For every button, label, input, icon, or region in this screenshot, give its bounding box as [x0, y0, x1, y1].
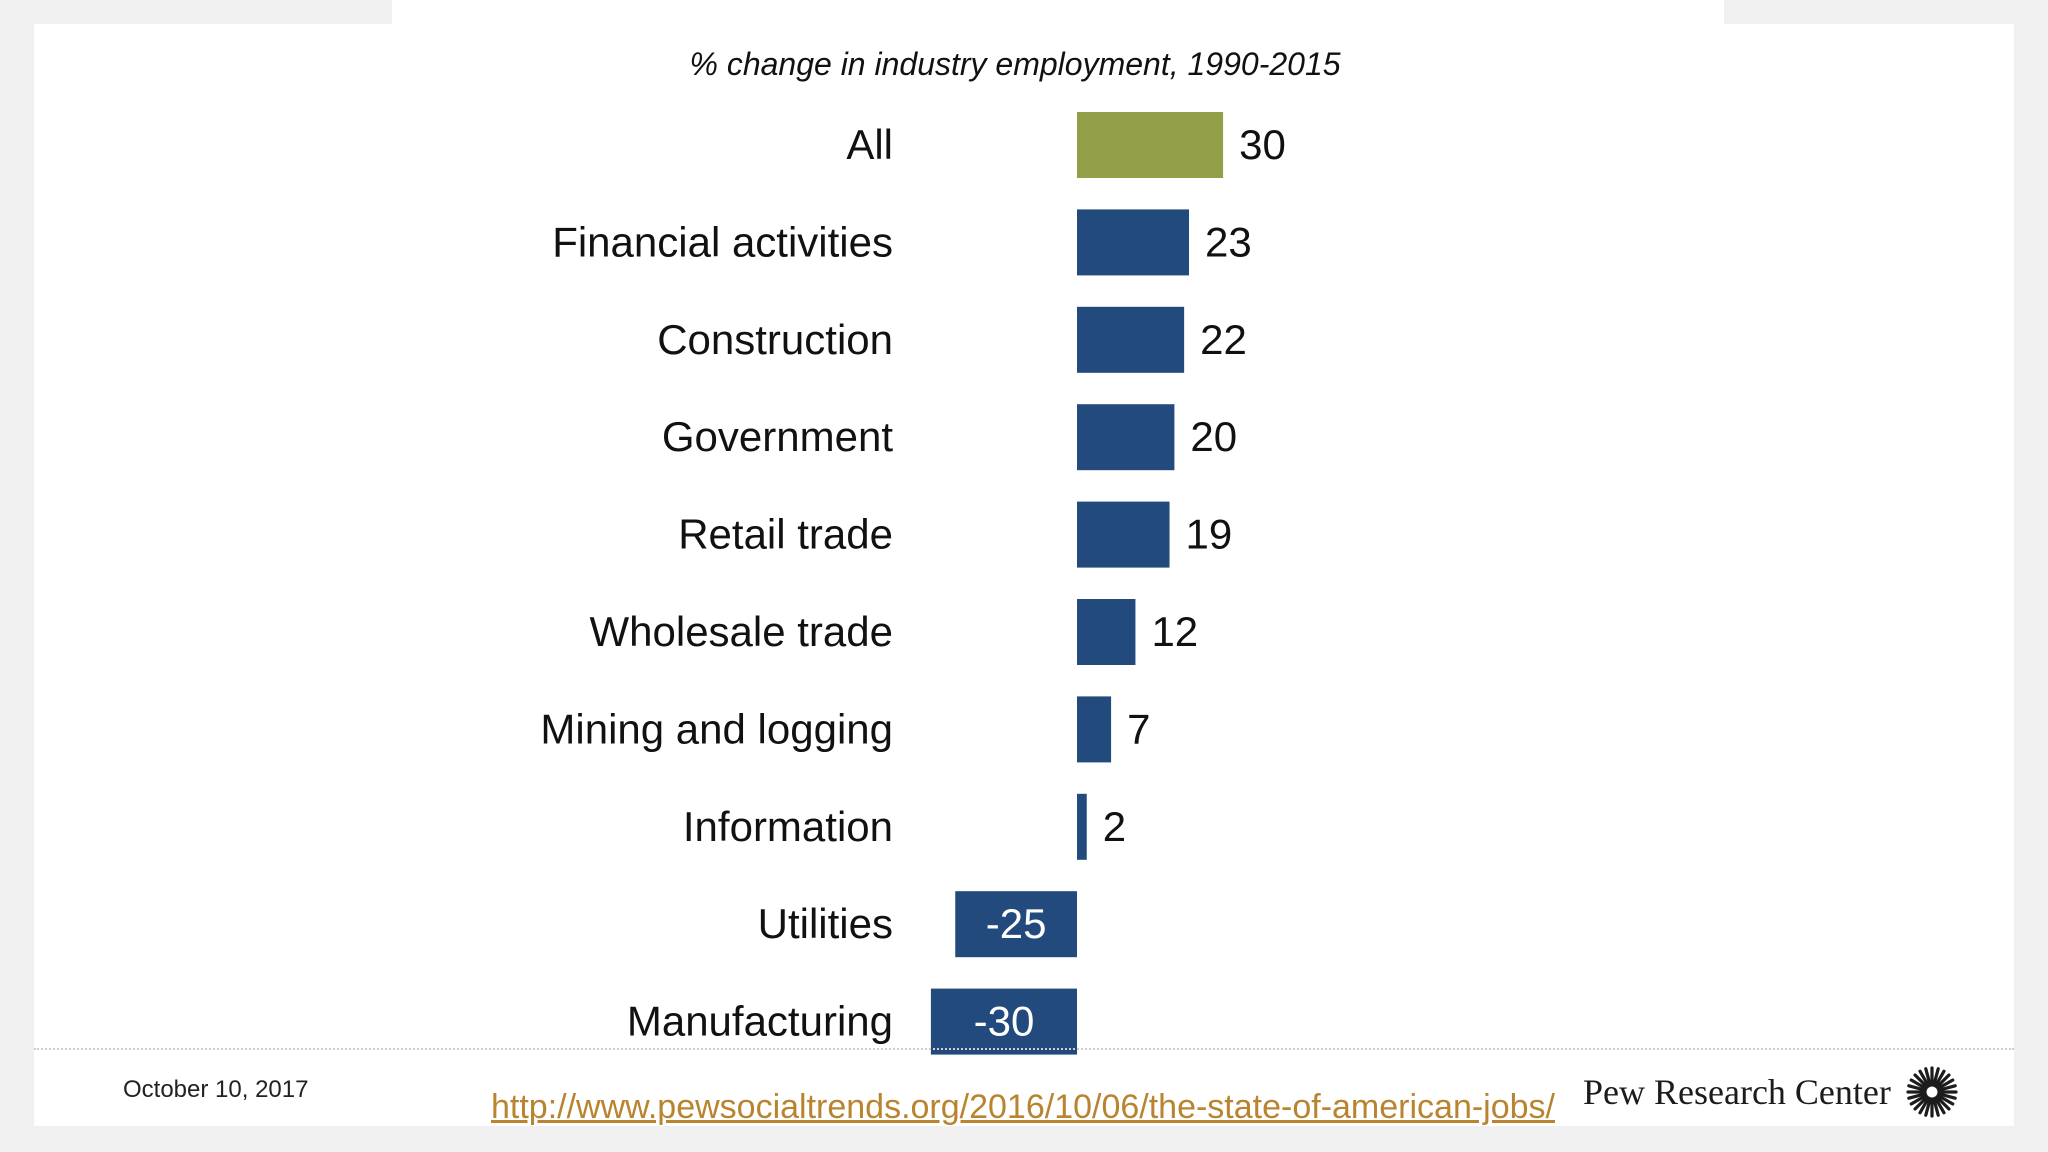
- bar-utilities: [955, 891, 1077, 958]
- data-label: 22: [1200, 316, 1247, 363]
- category-label: Utilities: [758, 900, 893, 947]
- chart-title: % change in industry employment, 1990-20…: [689, 46, 1341, 82]
- bar-information: [1077, 793, 1087, 860]
- brand-logo: Pew Research Center: [1583, 1065, 1959, 1119]
- category-label: Construction: [657, 316, 893, 363]
- bar-construction: [1077, 306, 1185, 373]
- bar-manufacturing: [930, 988, 1077, 1055]
- data-label: 23: [1205, 218, 1252, 265]
- category-label: Manufacturing: [627, 998, 893, 1045]
- bar-chart: All 30 Financial activities 23 Construction 2…: [540, 112, 1286, 1055]
- category-label: Wholesale trade: [590, 608, 894, 655]
- data-label: 7: [1127, 705, 1150, 752]
- data-label: 30: [1239, 121, 1286, 168]
- category-label: Information: [683, 803, 893, 850]
- category-label: Government: [662, 413, 893, 460]
- bar-government: [1077, 404, 1175, 471]
- data-label: 19: [1186, 511, 1233, 558]
- data-label: -30: [974, 998, 1035, 1045]
- category-label: Financial activities: [552, 218, 893, 265]
- bar-retail-trade: [1077, 501, 1170, 568]
- bar-financial-activities: [1077, 209, 1190, 276]
- slide-date: October 10, 2017: [123, 1076, 309, 1103]
- footer-divider: [34, 1048, 2014, 1050]
- bar-mining-and-logging: [1077, 696, 1112, 763]
- brand-name: Pew Research Center: [1583, 1072, 1891, 1112]
- starburst-logo-icon: [1905, 1065, 1959, 1119]
- category-label: Mining and logging: [540, 705, 893, 752]
- category-label: Retail trade: [678, 511, 893, 558]
- data-label: -25: [986, 900, 1047, 947]
- category-label: All: [846, 121, 893, 168]
- data-label: 12: [1151, 608, 1198, 655]
- source-link[interactable]: http://www.pewsocialtrends.org/2016/10/0…: [491, 1088, 1555, 1126]
- data-label: 20: [1190, 413, 1237, 460]
- bar-all: [1077, 112, 1224, 178]
- slide-top-notch: [392, 0, 1724, 30]
- bar-wholesale-trade: [1077, 599, 1136, 665]
- data-label: 2: [1103, 803, 1126, 850]
